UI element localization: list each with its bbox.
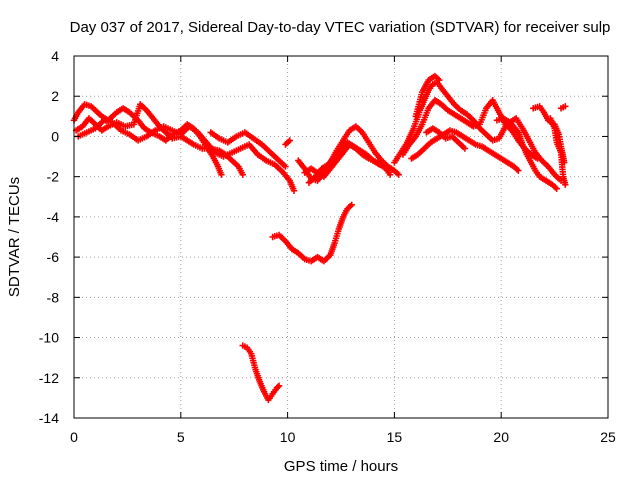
chart-title: Day 037 of 2017, Sidereal Day-to-day VTE… [70, 19, 611, 36]
y-tick-label: -8 [47, 289, 60, 305]
y-tick-label: -6 [47, 249, 60, 265]
series-track-r [269, 201, 355, 265]
data-point [515, 167, 522, 174]
series-track-i [391, 78, 560, 192]
x-tick-label: 10 [280, 429, 296, 445]
series-track-g [295, 123, 402, 184]
y-tick-label: 0 [51, 128, 59, 144]
series-track-h [305, 139, 383, 186]
series-track-c [75, 117, 298, 194]
x-tick-label: 5 [177, 429, 185, 445]
series-track-n [493, 115, 565, 184]
data-point [553, 185, 560, 192]
x-tick-label: 0 [70, 429, 78, 445]
series-track-q [557, 103, 569, 112]
data-point [376, 161, 383, 168]
series-track-m [423, 125, 469, 152]
y-axis-label: SDTVAR / TECUs [6, 177, 23, 297]
grid [74, 56, 608, 418]
series-track-e [282, 137, 293, 148]
data-point [239, 171, 246, 178]
data-point [286, 137, 293, 144]
x-tick-label: 15 [387, 429, 403, 445]
plot-frame [73, 55, 609, 419]
series-track-p [547, 115, 569, 188]
data-point [348, 201, 355, 209]
data-point [282, 163, 289, 170]
data-point [274, 383, 282, 391]
data-point [386, 171, 394, 178]
y-tick-label: -10 [39, 330, 59, 346]
x-tick-label: 25 [600, 429, 616, 445]
data-points [70, 72, 569, 404]
data-point [562, 181, 569, 188]
series-track-d [207, 129, 289, 170]
y-tick-label: -12 [39, 370, 59, 386]
data-point [562, 103, 569, 110]
y-tick-label: -2 [47, 169, 60, 185]
x-axis-label: GPS time / hours [284, 458, 398, 475]
series-track-s [239, 342, 283, 404]
data-point [461, 145, 469, 152]
x-tick-label: 20 [493, 429, 509, 445]
y-tick-label: -14 [39, 410, 59, 426]
y-tick-label: 4 [51, 48, 59, 64]
data-point [218, 171, 225, 178]
data-point [436, 76, 443, 84]
data-point [290, 187, 298, 194]
y-tick-label: -4 [47, 209, 60, 225]
series-track-l [412, 72, 443, 120]
data-point [275, 382, 283, 390]
data-point [395, 171, 402, 178]
y-tick-label: 2 [51, 88, 59, 104]
series-track-j [399, 97, 541, 162]
